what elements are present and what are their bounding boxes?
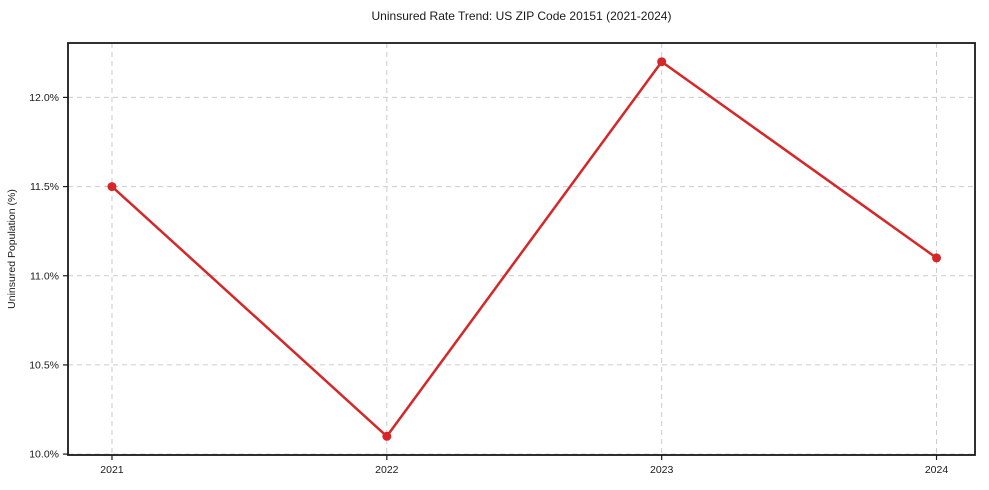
chart-title: Uninsured Rate Trend: US ZIP Code 20151 … bbox=[371, 9, 672, 23]
x-axis-tick-label: 2024 bbox=[925, 464, 949, 476]
y-axis-tick-label: 12.0% bbox=[29, 92, 59, 104]
data-point-marker bbox=[657, 57, 667, 67]
data-point-marker bbox=[932, 253, 942, 263]
plot-border bbox=[67, 42, 976, 456]
y-axis-label: Uninsured Population (%) bbox=[6, 189, 18, 309]
data-point-marker bbox=[107, 182, 117, 192]
trend-line bbox=[110, 60, 938, 438]
x-axis-tick-label: 2022 bbox=[375, 464, 399, 476]
data-point-marker bbox=[382, 431, 392, 441]
y-axis-tick-label: 11.5% bbox=[30, 181, 59, 193]
x-axis-tick-label: 2021 bbox=[100, 464, 124, 476]
y-axis-tick-label: 11.0% bbox=[30, 270, 59, 282]
x-axis-tick-label: 2023 bbox=[650, 464, 674, 476]
y-axis-tick-label: 10.5% bbox=[29, 359, 59, 371]
y-axis-tick-label: 10.0% bbox=[29, 449, 59, 461]
